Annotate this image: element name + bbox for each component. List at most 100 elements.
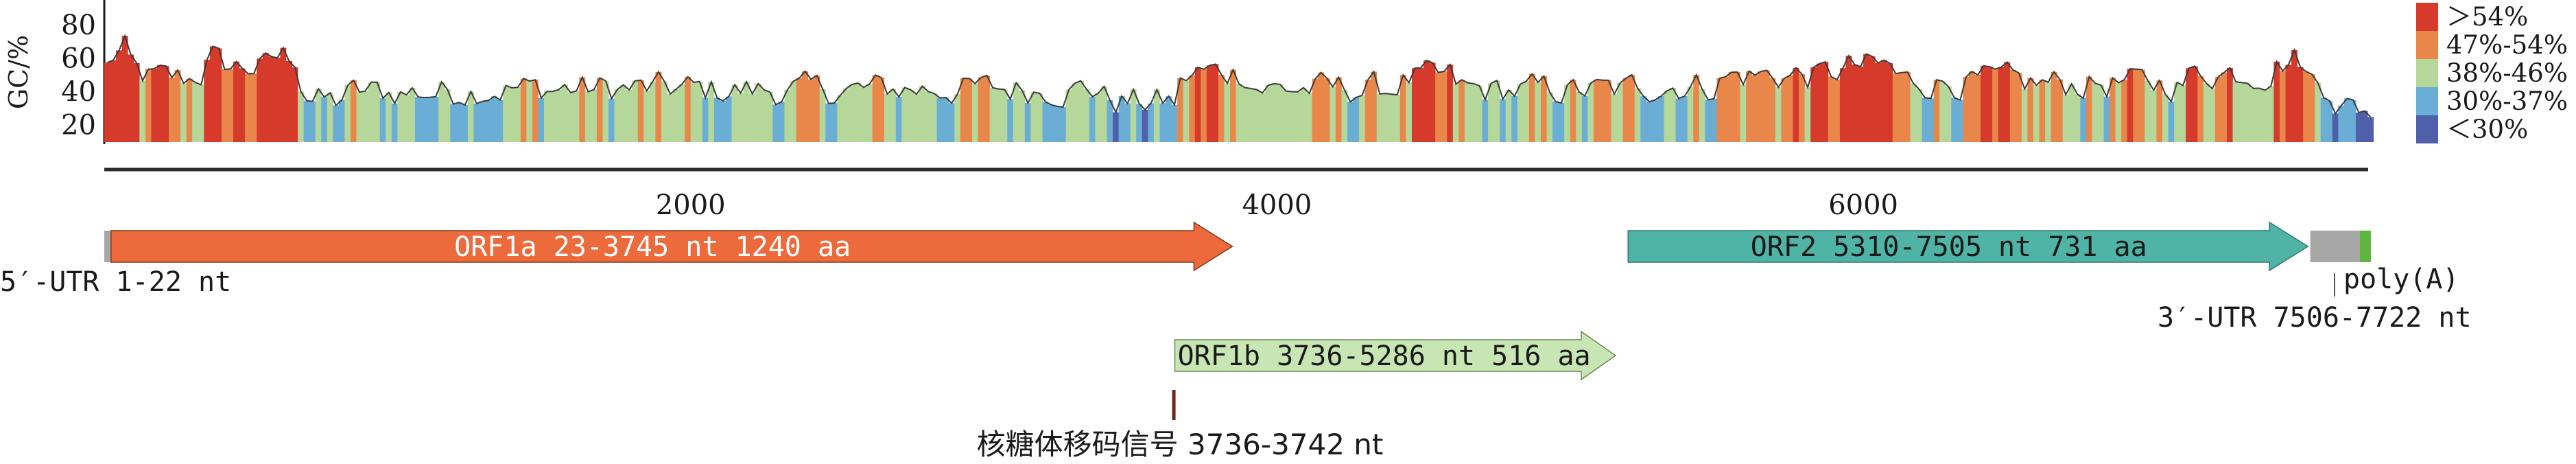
gc-bar [438, 82, 445, 142]
gc-bar [814, 76, 820, 142]
gc-bar [180, 83, 187, 142]
gc-bar [1194, 67, 1201, 142]
orf1b-arrow [1174, 330, 1617, 381]
gc-bar [989, 87, 996, 142]
gc-bar [1758, 71, 1764, 142]
gc-bar [1740, 84, 1747, 142]
gc-bar [2110, 78, 2116, 142]
gc-bar [257, 58, 263, 142]
gc-bar [133, 62, 140, 142]
gc-bar [1728, 72, 1735, 142]
gc-bar [1693, 75, 1700, 142]
gc-bar [755, 83, 761, 142]
gc-bar [2227, 67, 2233, 142]
gc-bar [480, 101, 486, 142]
gc-bar [1828, 76, 1834, 142]
gc-bar [772, 104, 779, 142]
gc-bar [761, 89, 768, 142]
gc-bar [268, 56, 275, 142]
gc-bar [1564, 84, 1571, 142]
gc-bar [1493, 80, 1500, 142]
gc-bar [333, 105, 340, 142]
gc-profile-line [107, 34, 2372, 118]
gc-bar [1411, 68, 1418, 142]
gc-bar [209, 46, 216, 142]
gc-bar [2080, 97, 2087, 142]
gc-bar [1898, 72, 1905, 142]
gc-bar [1892, 73, 1899, 142]
gc-bar [1629, 75, 1635, 142]
gc-bar [1517, 84, 1524, 142]
gc-bar [954, 94, 961, 142]
gc-bar [303, 100, 310, 142]
gc-bar [1734, 72, 1741, 142]
gc-bar [1318, 72, 1325, 142]
gc-bar [608, 98, 615, 142]
legend-swatch [2416, 31, 2438, 59]
gc-bar [766, 92, 773, 142]
gc-bar [1558, 103, 1565, 142]
gc-bar [2244, 83, 2251, 142]
gc-bar [1295, 91, 1301, 142]
gc-bar [579, 77, 586, 142]
gc-bar [1834, 80, 1841, 142]
gc-bar [262, 53, 269, 142]
gc-bar [1353, 97, 1360, 142]
gc-bar [966, 78, 973, 142]
gc-bar [1458, 80, 1465, 142]
gc-bar [2092, 83, 2099, 142]
legend-swatch [2416, 115, 2438, 143]
gc-bar [1617, 82, 1624, 142]
gc-bar [421, 97, 427, 142]
gc-bar [720, 100, 726, 142]
gc-bar [1089, 96, 1096, 142]
gc-bar [2179, 85, 2186, 142]
x-tick-label: 4000 [1242, 189, 1312, 221]
gc-bar [1347, 102, 1354, 142]
gc-bar [1670, 88, 1676, 142]
gc-bar [878, 78, 885, 142]
gc-bar [1464, 82, 1471, 142]
gc-bar [1581, 95, 1588, 142]
gc-bar [538, 97, 545, 142]
gc-bar [696, 81, 703, 142]
orf1a-arrow [110, 221, 1233, 272]
gc-bar [1136, 104, 1143, 142]
gc-bar [1716, 78, 1723, 142]
gc-bar [1910, 83, 1917, 142]
gc-bar [2186, 68, 2193, 142]
orf2-arrow [1627, 221, 2309, 272]
gc-bar [1364, 80, 1371, 142]
gc-bar [584, 91, 591, 142]
gc-bar [2326, 101, 2333, 142]
gc-bar [2027, 78, 2034, 142]
gc-bar [1793, 67, 1799, 142]
gc-bar [2273, 61, 2280, 142]
gc-bar [1992, 69, 1999, 142]
gc-bar [1611, 94, 1618, 142]
gc-bar [1945, 86, 1952, 142]
gc-bar [409, 87, 416, 142]
gc-bar [1523, 81, 1530, 142]
gc-bar [362, 91, 369, 142]
gc-bar [737, 93, 744, 142]
gc-bar [2156, 80, 2163, 142]
gc-bar [1282, 91, 1289, 142]
gc-bar [1166, 96, 1172, 142]
gc-bar [1839, 68, 1846, 142]
gc-bar [1622, 78, 1629, 142]
gc-bar [1142, 109, 1148, 142]
gc-bar [2150, 90, 2157, 142]
gc-bar [614, 89, 621, 142]
gc-bar [2315, 82, 2321, 142]
x-tick-labels: 2000 4000 6000 [656, 189, 1898, 221]
gc-bar [1013, 82, 1019, 142]
gc-bar [842, 89, 849, 142]
gc-bar [978, 77, 984, 142]
gc-bar [626, 89, 633, 142]
gc-bar [1816, 63, 1823, 142]
y-tick-label: 60 [61, 43, 96, 75]
gc-bar [2115, 82, 2122, 142]
gc-bar [632, 80, 639, 142]
